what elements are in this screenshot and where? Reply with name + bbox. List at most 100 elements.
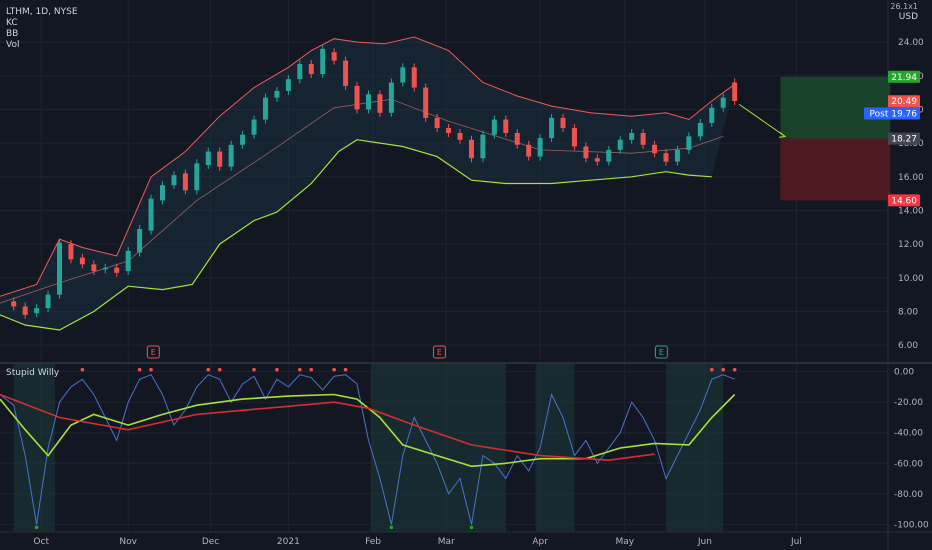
earnings-marker: E	[146, 345, 160, 359]
earnings-marker-box	[654, 345, 668, 359]
osc-zone	[535, 364, 575, 532]
currency-label: USD	[898, 12, 918, 22]
candle	[709, 107, 715, 123]
price-axis-tag: 14.60	[888, 194, 920, 207]
candle	[45, 294, 51, 309]
osc-series-line	[0, 374, 735, 525]
candle	[400, 67, 406, 83]
candle	[331, 52, 337, 61]
candle	[640, 133, 646, 145]
loss-zone	[780, 138, 891, 201]
osc-tick-label: 0.00	[894, 368, 914, 378]
candle	[68, 244, 74, 260]
lower-band-line	[0, 139, 712, 331]
price-axis-tag: 20.49	[888, 95, 920, 108]
candle	[308, 63, 314, 75]
symbol-line: LTHM, 1D, NYSE	[6, 7, 78, 17]
candle	[491, 119, 497, 135]
osc-tick-label: -100.00	[894, 520, 929, 530]
time-tick-label: Jun	[697, 537, 712, 547]
candle	[468, 139, 474, 159]
candle	[194, 163, 200, 191]
time-tick-label: Nov	[119, 537, 137, 547]
price-axis-tag: 18.27	[888, 132, 920, 145]
candle	[446, 127, 452, 134]
osc-overbought-dot	[275, 367, 279, 372]
osc-oversold-dot	[469, 525, 474, 530]
price-tick-label: 10.00	[898, 274, 924, 284]
upper-band-line	[0, 36, 735, 297]
candle	[11, 301, 17, 307]
osc-zone	[13, 364, 55, 532]
candle	[102, 267, 108, 270]
candle	[423, 87, 429, 118]
price-axis-tag-bg	[888, 194, 920, 207]
band-fill	[0, 37, 735, 330]
candle	[79, 257, 85, 265]
candle	[594, 158, 600, 162]
candle	[320, 48, 326, 75]
candle	[457, 133, 463, 140]
osc-overbought-dot	[80, 367, 85, 372]
price-axis-tag-bg	[888, 95, 920, 108]
earnings-marker-box	[146, 345, 160, 359]
osc-overbought-dot	[217, 367, 222, 372]
osc-zone	[666, 364, 724, 532]
candle	[365, 94, 371, 110]
indicator-vol[interactable]: Vol	[6, 40, 20, 50]
time-tick-label: May	[615, 537, 634, 547]
candle	[22, 306, 28, 315]
osc-overbought-dot	[721, 367, 726, 372]
indicator-kc[interactable]: KC	[6, 18, 18, 28]
candle	[526, 144, 532, 157]
osc-tick-label: -40.00	[894, 429, 923, 439]
candle	[182, 173, 188, 191]
candle	[720, 97, 726, 108]
candle	[240, 134, 246, 145]
osc-overbought-dot	[137, 367, 142, 372]
indicator-bb[interactable]: BB	[6, 29, 19, 39]
candle	[583, 146, 589, 159]
osc-overbought-dot	[252, 367, 256, 372]
osc-zone	[370, 364, 506, 532]
time-tick-label: Jul	[790, 537, 802, 547]
price-axis-tag: Post 19.76	[864, 107, 920, 120]
oscillator-name[interactable]: Stupid Willy	[6, 368, 60, 378]
osc-overbought-dot	[332, 367, 336, 372]
candle	[514, 133, 520, 145]
earnings-marker-label: E	[437, 348, 442, 357]
earnings-marker: E	[654, 345, 668, 359]
candle	[503, 119, 509, 134]
time-tick-label: Feb	[365, 537, 381, 547]
candle	[549, 117, 555, 139]
candle	[159, 185, 165, 201]
candle	[411, 67, 417, 88]
candle	[674, 149, 680, 162]
candle	[91, 264, 97, 272]
candle	[629, 133, 635, 140]
top-right-value: 26.1x1	[890, 2, 918, 11]
time-tick-label: Mar	[438, 537, 455, 547]
earnings-marker: E	[432, 345, 446, 359]
osc-overbought-dot	[309, 367, 314, 372]
osc-tick-label: -20.00	[894, 398, 923, 408]
price-tick-label: 24.00	[898, 38, 924, 48]
candle	[354, 85, 360, 110]
osc-oversold-dot	[34, 525, 39, 530]
candle	[697, 122, 703, 137]
candle	[560, 117, 566, 128]
candle	[57, 242, 63, 295]
osc-overbought-dot	[206, 367, 211, 372]
candle	[274, 90, 280, 98]
oscillator-legend: Stupid Willy	[6, 368, 59, 379]
candle	[617, 139, 623, 150]
time-tick-label: Dec	[202, 537, 219, 547]
price-axis-tag-text: Post 19.76	[870, 109, 918, 119]
price-tick-label: 12.00	[898, 240, 924, 250]
candle	[262, 97, 268, 120]
osc-oversold-dot	[389, 525, 394, 530]
candle	[217, 151, 223, 167]
candle	[125, 250, 131, 272]
candle	[114, 267, 120, 273]
